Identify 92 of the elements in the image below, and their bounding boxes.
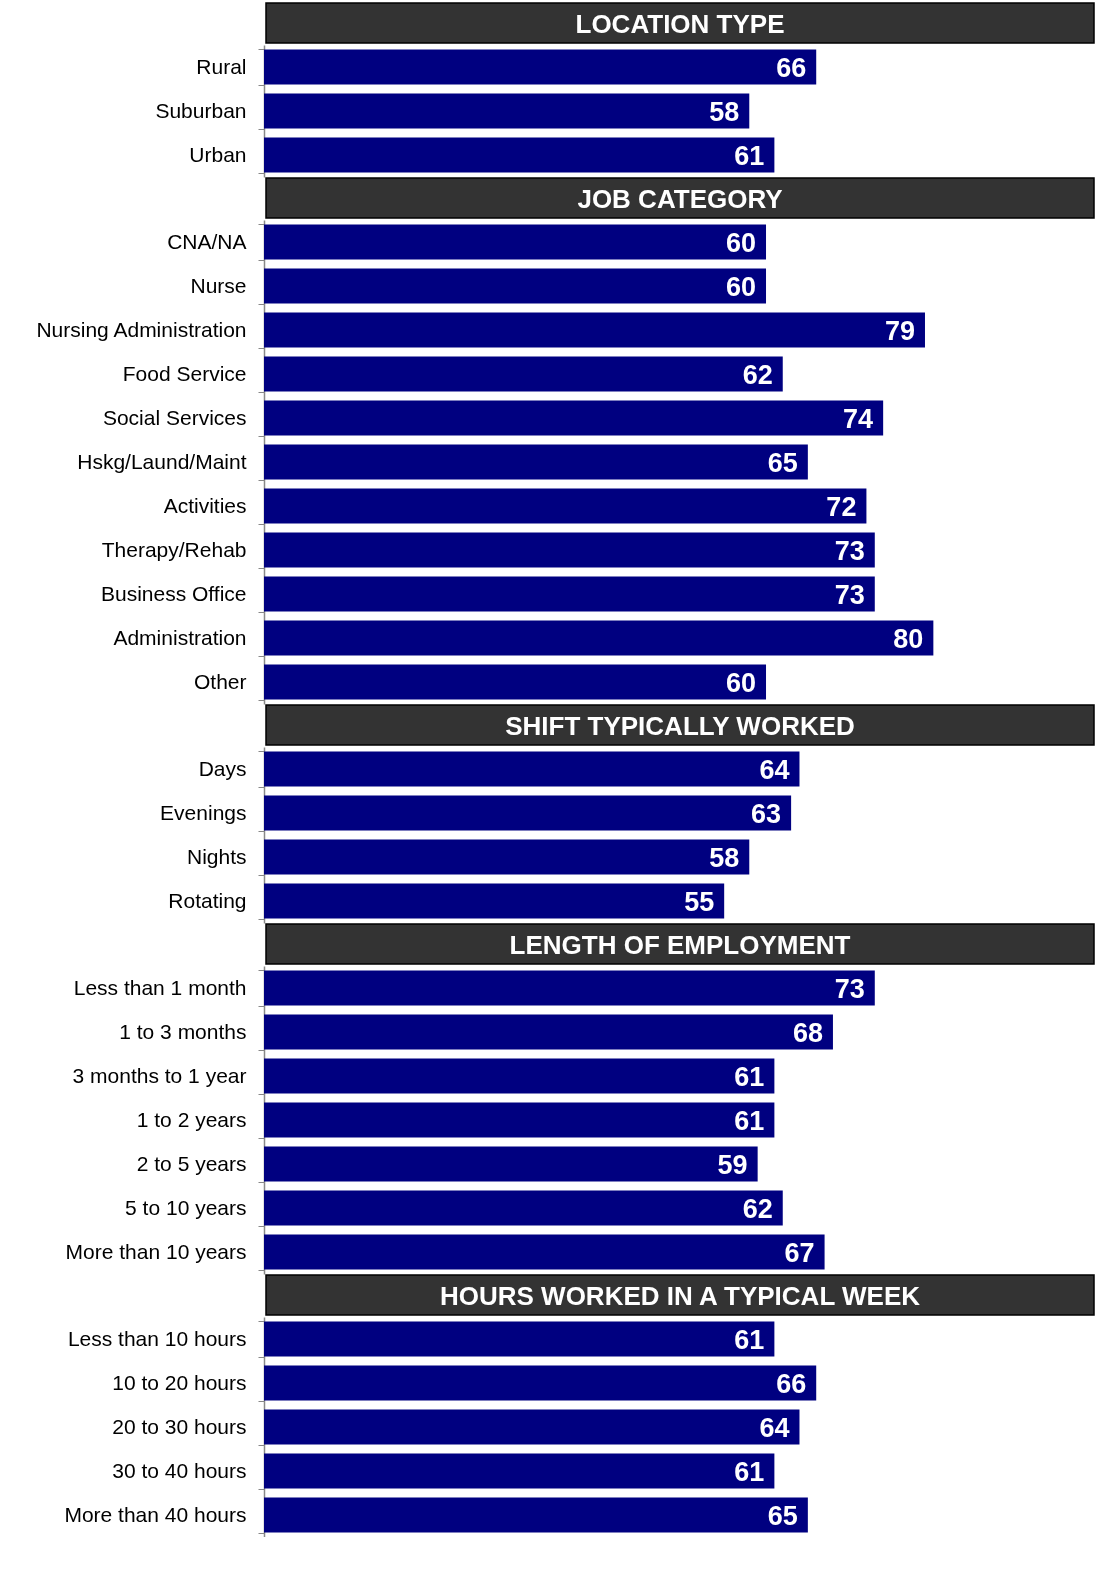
bar (264, 664, 767, 700)
data-label: 58 (709, 97, 740, 127)
data-label: 61 (734, 141, 765, 171)
y-tick-label: More than 40 hours (64, 1502, 247, 1526)
bar (264, 1058, 775, 1094)
data-label: 66 (776, 53, 807, 83)
bar (264, 839, 750, 875)
data-label: 63 (751, 799, 782, 829)
y-tick-label: 5 to 10 years (125, 1195, 247, 1219)
y-tick-label: More than 10 years (65, 1239, 247, 1263)
data-label: 68 (792, 1018, 823, 1048)
data-label: 62 (742, 360, 773, 390)
bar (264, 444, 808, 480)
bar (264, 970, 875, 1006)
data-label: 61 (734, 1325, 765, 1355)
bar (264, 620, 934, 656)
y-tick-label: Administration (113, 625, 247, 649)
chart-title: SHIFT TYPICALLY WORKED (505, 711, 855, 741)
bar (264, 1409, 800, 1445)
chart-title: HOURS WORKED IN A TYPICAL WEEK (439, 1281, 921, 1311)
y-tick-label: CNA/NA (167, 229, 247, 253)
data-label: 60 (725, 668, 757, 698)
bar (264, 795, 792, 831)
bar (264, 356, 783, 392)
bar (264, 1365, 817, 1401)
bar (264, 312, 925, 348)
data-label: 79 (884, 316, 915, 346)
data-label: 60 (725, 272, 757, 302)
y-tick-label: Urban (189, 142, 247, 166)
data-label: 73 (834, 580, 865, 610)
data-label: 67 (784, 1238, 815, 1268)
data-label: 55 (684, 887, 715, 917)
y-tick-label: Less than 10 hours (67, 1326, 247, 1350)
y-tick-label: 1 to 3 months (119, 1019, 247, 1043)
data-label: 66 (776, 1369, 807, 1399)
y-tick-label: 10 to 20 hours (112, 1370, 247, 1394)
y-tick-label: Business Office (100, 581, 247, 605)
y-tick-label: 20 to 30 hours (112, 1414, 247, 1438)
y-tick-label: 1 to 2 years (136, 1107, 247, 1131)
bar (264, 576, 875, 612)
data-label: 80 (893, 624, 924, 654)
bar (264, 751, 800, 787)
y-tick-label: Activities (163, 493, 247, 517)
data-label: 72 (826, 492, 857, 522)
chart-title: LOCATION TYPE (575, 9, 785, 39)
data-label: 58 (709, 843, 740, 873)
data-label: 61 (734, 1062, 765, 1092)
bar (264, 400, 884, 436)
bar (264, 1190, 783, 1226)
y-tick-label: Days (198, 756, 247, 780)
bar (264, 1102, 775, 1138)
data-label: 65 (767, 448, 798, 478)
y-tick-label: Rotating (168, 888, 247, 912)
y-tick-label: Nursing Administration (36, 317, 247, 341)
chart-title: JOB CATEGORY (577, 184, 783, 214)
y-tick-label: Food Service (122, 361, 247, 385)
bar (264, 883, 725, 919)
bar (264, 1453, 775, 1489)
data-label: 61 (734, 1457, 765, 1487)
y-tick-label: Hskg/Laund/Maint (77, 449, 247, 473)
bar (264, 1497, 808, 1533)
bar (264, 1146, 758, 1182)
y-tick-label: 3 months to 1 year (72, 1063, 247, 1087)
y-tick-label: Social Services (102, 405, 247, 429)
data-label: 61 (734, 1106, 765, 1136)
data-label: 62 (742, 1194, 773, 1224)
y-tick-label: Nights (186, 844, 247, 868)
data-label: 64 (759, 755, 790, 785)
bar (264, 224, 767, 260)
y-tick-label: Suburban (155, 98, 247, 122)
y-tick-label: Nurse (190, 273, 247, 297)
bar (264, 1014, 833, 1050)
y-tick-label: Therapy/Rehab (101, 537, 247, 561)
y-tick-label: Rural (196, 54, 247, 78)
y-tick-label: Other (193, 669, 247, 693)
y-tick-label: 30 to 40 hours (112, 1458, 247, 1482)
data-label: 59 (717, 1150, 748, 1180)
y-tick-label: 2 to 5 years (136, 1151, 247, 1175)
bar (264, 268, 767, 304)
data-label: 64 (759, 1413, 790, 1443)
bar (264, 1321, 775, 1357)
bar (264, 1234, 825, 1270)
data-label: 73 (834, 536, 865, 566)
y-tick-label: Less than 1 month (73, 975, 247, 999)
data-label: 65 (767, 1501, 798, 1531)
data-label: 74 (843, 404, 874, 434)
y-tick-label: Evenings (160, 800, 247, 824)
bar (264, 488, 867, 524)
bar (264, 532, 875, 568)
data-label: 73 (834, 974, 865, 1004)
data-label: 60 (725, 228, 757, 258)
chart-title: LENGTH OF EMPLOYMENT (509, 930, 851, 960)
